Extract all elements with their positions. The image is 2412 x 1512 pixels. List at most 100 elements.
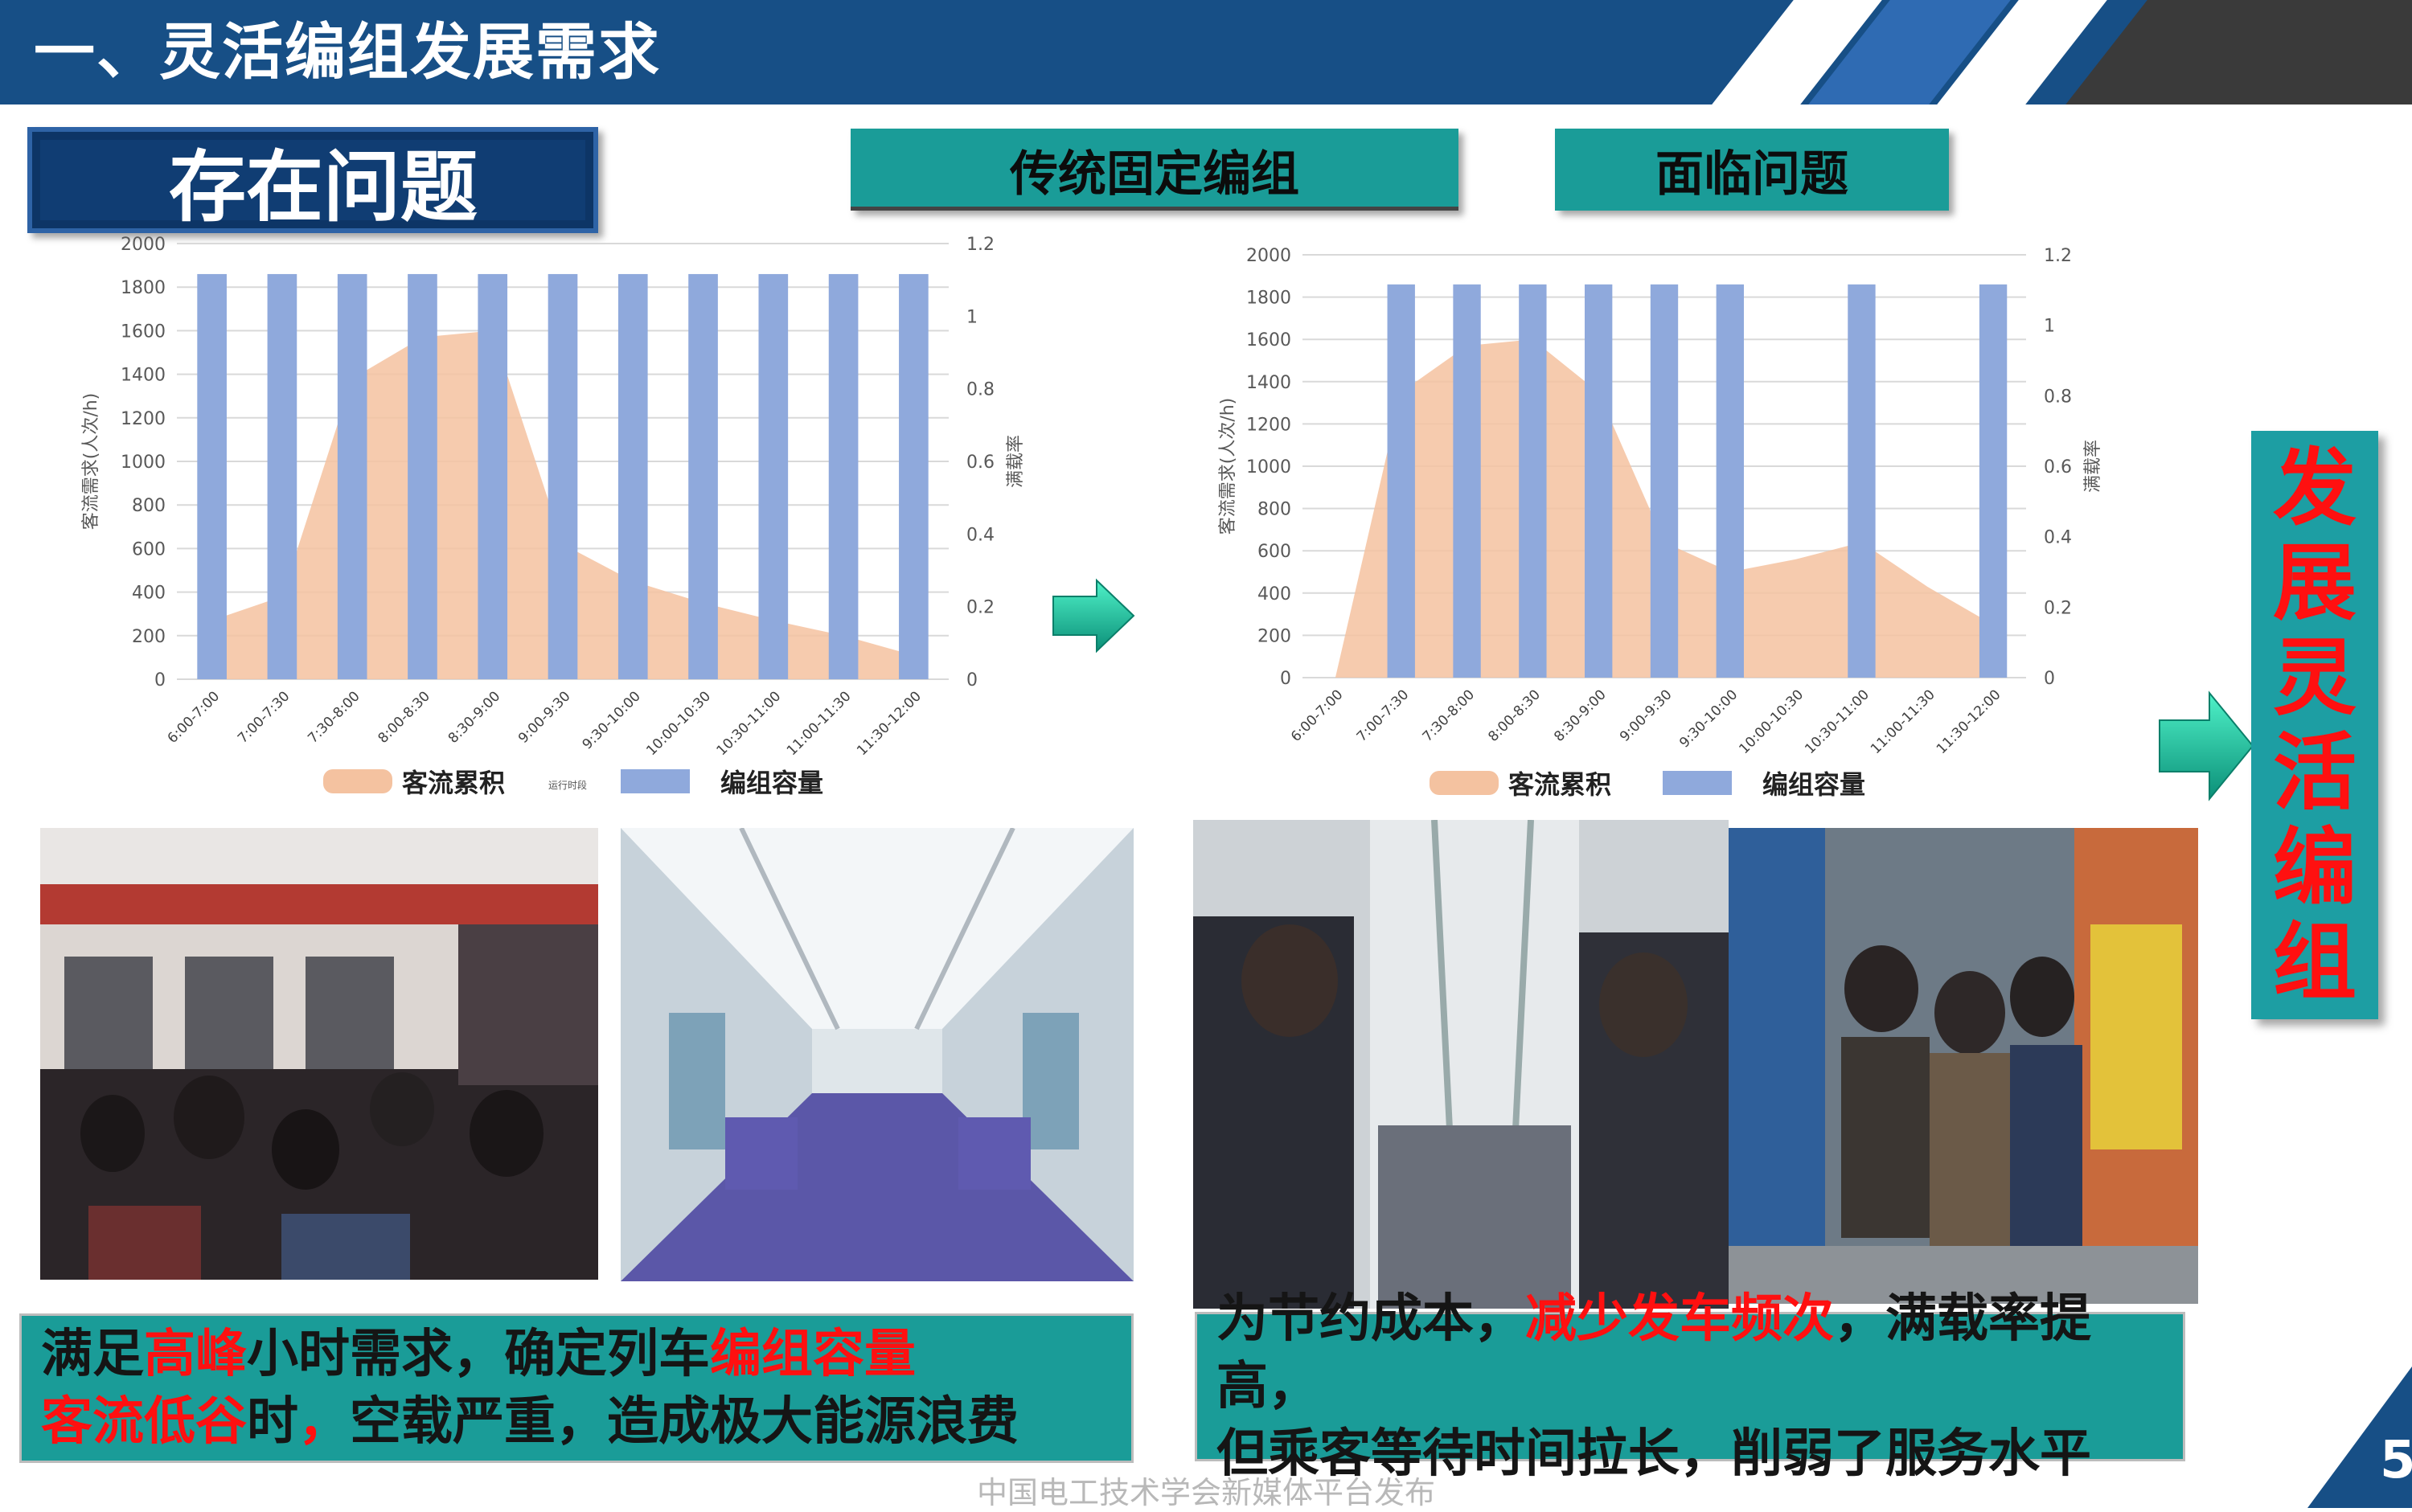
bar-formation-capacity	[337, 273, 367, 679]
header-bar	[0, 0, 2412, 104]
area-passenger-flow	[211, 330, 914, 679]
y-tick-label: 0	[154, 670, 166, 690]
y2-tick-label: 0.4	[2044, 528, 2072, 548]
photo-crowded-platform	[40, 828, 598, 1280]
y-axis-label: 客流需求(人次/h)	[81, 393, 101, 531]
y-tick-label: 600	[132, 539, 166, 559]
caption-highlight: 编组容量	[710, 1325, 916, 1384]
x-tick-label: 6:00-7:00	[1288, 686, 1346, 744]
side-label-char: 编	[2272, 818, 2357, 916]
page-corner-decoration	[2307, 1367, 2412, 1508]
caption-right: 为节约成本，减少发车频次，满载率提高， 但乘客等待时间拉长，削弱了服务水平	[1195, 1289, 2185, 1484]
bar-formation-capacity	[758, 273, 789, 679]
y2-tick-label: 0.8	[2044, 387, 2072, 407]
chart-left-svg: 0 200 400 600 800 1000 1200 1400 1600 1800 2000 0 0.…	[81, 235, 1026, 798]
y-tick-label: 1200	[121, 409, 166, 429]
arrow-right-icon	[1052, 578, 1135, 654]
side-label-flexible-formation: 发 展 灵 活 编 组	[2251, 431, 2378, 1019]
x-tick-label: 7:30-8:00	[305, 688, 363, 746]
y2-tick-label: 0.2	[2044, 598, 2072, 618]
bar-formation-capacity	[828, 273, 859, 679]
x-tick-label: 10:00-10:30	[643, 688, 714, 759]
bar-formation-capacity	[1848, 284, 1876, 678]
x-tick-label: 8:00-8:30	[1485, 686, 1543, 744]
caption-highlight: 减少发车频次	[1525, 1289, 1834, 1349]
x-tick-label: 10:30-11:00	[714, 688, 785, 759]
x-tick-label: 8:30-9:00	[1551, 686, 1609, 744]
x-tick-label: 9:00-9:30	[1617, 686, 1675, 744]
y-tick-label: 2000	[121, 235, 166, 255]
y2-tick-label: 0.2	[966, 598, 995, 618]
chart-right-svg: 0 200 400 600 800 1000 1200 1400 1600 1800 2000 0 0.…	[1218, 246, 2103, 800]
bar-formation-capacity	[1519, 284, 1547, 678]
caption-text: 小时需求，确定列车	[247, 1325, 710, 1384]
y-tick-label: 1600	[121, 322, 166, 342]
y-tick-label: 1400	[121, 366, 166, 386]
caption-text: 时	[247, 1392, 298, 1452]
bar-formation-capacity	[267, 273, 297, 679]
footer-credit: 中国电工技术学会新媒体平台发布	[976, 1475, 1435, 1510]
y2-tick-label: 1.2	[2044, 246, 2072, 266]
y2-axis-label: 满载率	[2083, 440, 2103, 493]
y-tick-label: 200	[1257, 626, 1291, 646]
caption-line: 满足高峰小时需求，确定列车编组容量	[41, 1321, 1112, 1388]
y-tick-label: 400	[1257, 584, 1291, 604]
y-tick-label: 1000	[121, 453, 166, 473]
bar-formation-capacity	[408, 273, 437, 679]
x-tick-label: 7:30-8:00	[1420, 686, 1478, 744]
x-tick-label: 7:00-7:30	[1354, 686, 1412, 744]
y2-tick-label: 0.6	[2044, 457, 2072, 477]
bar-formation-capacity	[548, 273, 578, 679]
caption-text: 但乘客等待时间拉长，削弱了服务水平	[1216, 1424, 2091, 1484]
x-tick-label: 9:30-10:00	[1676, 686, 1741, 751]
bar-formation-capacity	[1453, 284, 1481, 678]
side-label-char: 灵	[2272, 629, 2357, 727]
bar-formation-capacity	[899, 273, 929, 679]
y-axis-label: 客流需求(人次/h)	[1218, 398, 1238, 535]
x-tick-label: 11:30-12:00	[1934, 686, 2004, 757]
bar-formation-capacity	[617, 273, 648, 679]
caption-line: 客流低谷时，空载严重，造成极大能源浪费	[41, 1388, 1112, 1456]
side-label-char: 组	[2272, 913, 2357, 1011]
y-tick-label: 800	[1257, 500, 1291, 520]
x-tick-label: 11:00-11:30	[1868, 686, 1938, 757]
x-tick-label: 9:00-9:30	[515, 688, 573, 746]
x-tick-label: 7:00-7:30	[235, 688, 293, 746]
bar-formation-capacity	[1716, 284, 1744, 678]
y-tick-label: 1800	[1246, 289, 1291, 309]
y2-tick-label: 0.6	[966, 453, 995, 473]
caption-text: ，满载率提高，	[1216, 1289, 2091, 1416]
bar-formation-capacity	[688, 273, 718, 679]
side-label-char: 活	[2272, 723, 2357, 822]
x-tick-label: 11:30-12:00	[854, 688, 925, 759]
y-tick-label: 600	[1257, 542, 1291, 562]
caption-highlight: ，	[298, 1392, 350, 1452]
y-tick-label: 1600	[1246, 330, 1291, 350]
legend-label: 编组容量	[720, 768, 823, 798]
area-passenger-flow	[1335, 339, 1994, 678]
x-tick-label: 8:00-8:30	[375, 688, 433, 746]
y2-tick-label: 1.2	[966, 235, 995, 255]
header-stripe	[2065, 0, 2412, 104]
x-tick-label: 6:00-7:00	[165, 688, 223, 746]
y2-tick-label: 0.8	[966, 380, 995, 400]
y2-tick-label: 0.4	[966, 525, 995, 545]
side-label-char: 展	[2272, 534, 2357, 632]
arrow-right-icon	[2159, 690, 2254, 801]
y-tick-label: 1800	[121, 278, 166, 298]
x-tick-label: 10:00-10:30	[1736, 686, 1807, 757]
legend-swatch-area	[1430, 771, 1499, 795]
bar-formation-capacity	[1979, 284, 2008, 678]
tag-traditional-fixed-formation: 传统固定编组	[851, 129, 1458, 211]
legend-note: 运行时段	[548, 779, 587, 791]
x-tick-label: 10:30-11:00	[1802, 686, 1873, 757]
legend-swatch-area	[323, 769, 392, 793]
x-tick-label: 11:00-11:30	[784, 688, 855, 759]
y-tick-label: 400	[132, 584, 166, 604]
y-tick-label: 1000	[1246, 457, 1291, 477]
bar-formation-capacity	[478, 273, 508, 679]
tag-existing-problems: 存在问题	[27, 127, 598, 233]
legend-swatch-bar	[621, 769, 690, 793]
caption-highlight: 高峰	[144, 1325, 247, 1384]
chart-left: 0 200 400 600 800 1000 1200 1400 1600 1800 2000 0 0.…	[72, 229, 1077, 808]
